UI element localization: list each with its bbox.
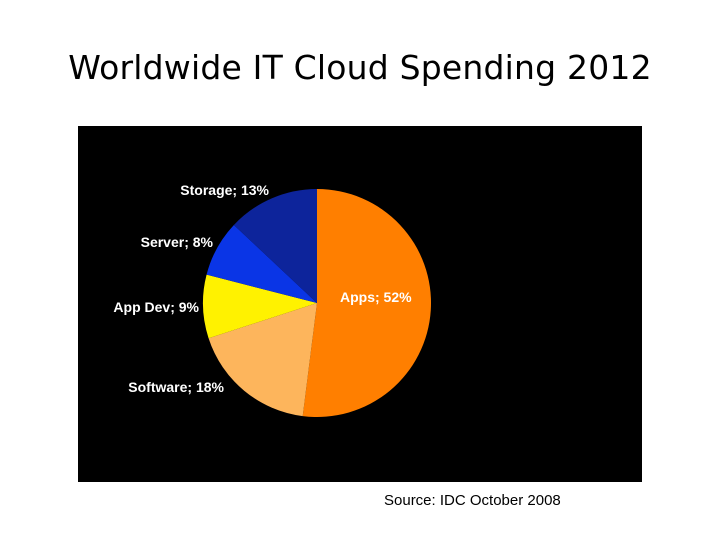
pie-slices <box>202 189 432 418</box>
pie-slice-server <box>206 224 317 303</box>
source-note: Source: IDC October 2008 <box>384 492 561 509</box>
pie-chart: Apps; 52% Software; 18% App Dev; 9% Server;… <box>113 182 432 418</box>
pie-label-apps: Apps; 52% <box>340 289 412 305</box>
chart-panel: Apps; 52% Software; 18% App Dev; 9% Server;… <box>78 126 642 482</box>
pie-slice-storage <box>233 189 317 303</box>
pie-slice-software <box>208 303 317 417</box>
slide-title: Worldwide IT Cloud Spending 2012 <box>68 48 652 87</box>
pie-slice-apps <box>302 189 432 418</box>
pie-labels: Apps; 52% Software; 18% App Dev; 9% Server;… <box>113 182 412 395</box>
pie-label-software: Software; 18% <box>128 379 224 395</box>
pie-label-app-dev: App Dev; 9% <box>113 299 199 315</box>
pie-label-storage: Storage; 13% <box>180 182 269 198</box>
pie-label-server: Server; 8% <box>141 234 214 250</box>
pie-slice-app-dev <box>202 274 317 339</box>
